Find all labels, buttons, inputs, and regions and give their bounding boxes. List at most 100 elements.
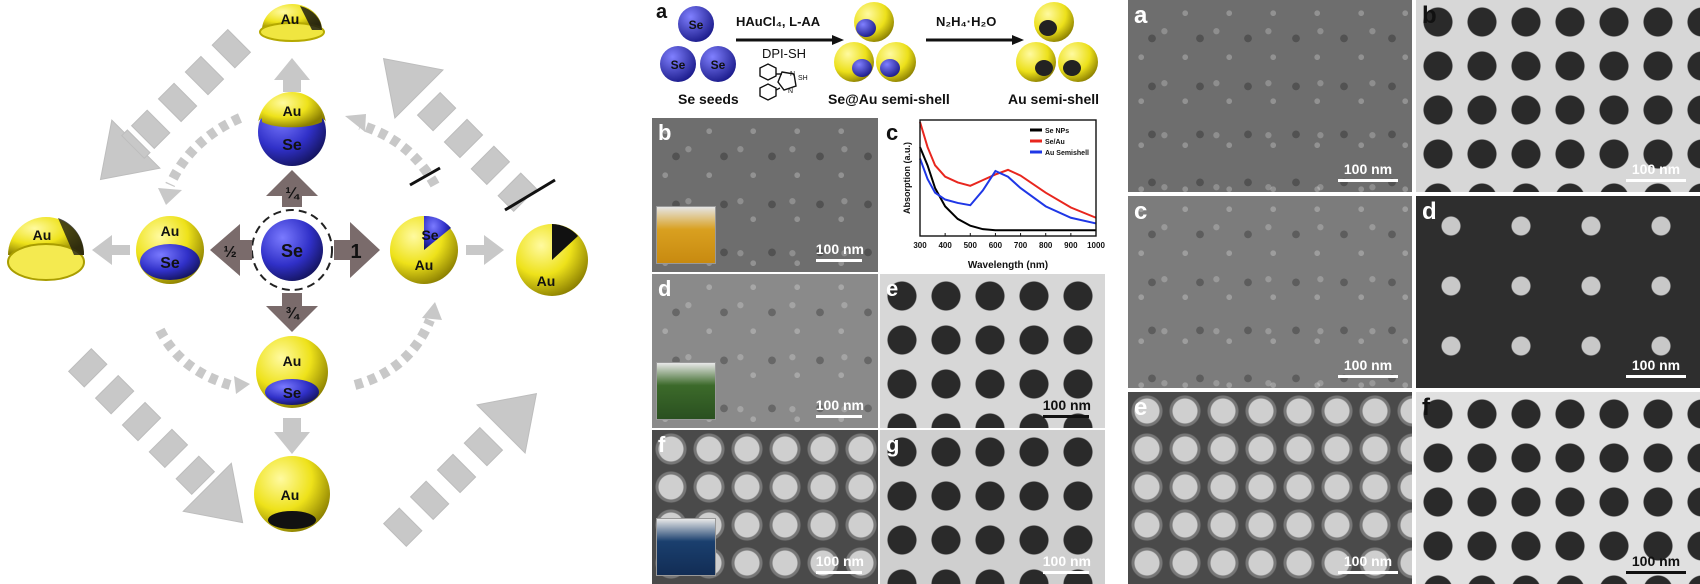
right-tem-panel-f: f 100 nm: [1416, 392, 1700, 584]
top-cap-au-label: Au: [283, 103, 302, 119]
panel-g-letter: g: [886, 432, 900, 457]
right-scalebar-a-label: 100 nm: [1343, 161, 1393, 177]
seed-se-label-3: Se: [711, 58, 726, 72]
scalebar-g-label: 100 nm: [1042, 553, 1091, 569]
panel-a-letter: a: [656, 1, 668, 23]
sem-panel-f: f 100 nm: [652, 430, 878, 584]
right-au-label: Au: [415, 257, 434, 273]
au-semishell-group: [1016, 2, 1098, 82]
frac-one-label: 1: [350, 241, 361, 263]
stage3-label: Au semi-shell: [1008, 91, 1099, 107]
seed-se-label-2: Se: [671, 58, 686, 72]
scalebar-f: 100 nm: [815, 553, 864, 574]
panel-b-letter: b: [658, 120, 672, 145]
x-tick-label-1: 400: [938, 241, 952, 250]
right-sem-panel-c: c 100 nm: [1128, 196, 1412, 388]
right-se-label: Se: [421, 227, 438, 243]
stage1-label: Se seeds: [678, 91, 739, 107]
right-scalebar-c-label: 100 nm: [1343, 357, 1393, 373]
right-scalebar-b: 100 nm: [1626, 161, 1686, 182]
dpi-sh-structure: [759, 63, 797, 101]
right-scalebar-a: 100 nm: [1338, 161, 1398, 182]
inner-dashed-arrows: [155, 113, 440, 390]
right-scalebar-f-label: 100 nm: [1631, 553, 1681, 569]
right-scalebar-c: 100 nm: [1338, 357, 1398, 378]
sem-panel-b: b 100 nm: [652, 118, 878, 272]
left-se-label: Se: [160, 255, 180, 272]
top-cap-label: Au: [281, 11, 300, 27]
legend-label-2: Au Semishell: [1045, 150, 1089, 157]
scalebar-g: 100 nm: [1042, 553, 1091, 574]
frac-quarter-label: ¼: [285, 185, 300, 202]
right-panel-b-letter: b: [1422, 2, 1437, 29]
panel-e-letter: e: [886, 276, 899, 301]
nh-label-1: N: [790, 71, 795, 78]
scalebar-d-label: 100 nm: [815, 397, 864, 413]
panel-c-letter: c: [886, 120, 899, 145]
right-scalebar-d: 100 nm: [1626, 357, 1686, 378]
absorption-chart-panel: c 300 400 500 600 700 800 900 1000 Wavelength (…: [880, 118, 1105, 272]
scalebar-d: 100 nm: [815, 397, 864, 418]
x-tick-label-5: 800: [1039, 241, 1053, 250]
stage2-label: Se@Au semi-shell: [828, 91, 950, 107]
right-sem-panel-a: a 100 nm: [1128, 0, 1412, 192]
scalebar-b: 100 nm: [815, 241, 864, 262]
scalebar-f-label: 100 nm: [815, 553, 864, 569]
series-line-1: [919, 121, 1097, 219]
scalebar-e: 100 nm: [1042, 397, 1091, 418]
right-panel-a-letter: a: [1134, 2, 1148, 29]
bottom-se-label: Se: [283, 385, 301, 402]
tem-panel-e: e 100 nm: [880, 274, 1105, 428]
x-tick-label-7: 1000: [1087, 241, 1105, 250]
right-tem-panel-b: b 100 nm: [1416, 0, 1700, 192]
seed-se-label-1: Se: [689, 18, 704, 32]
series-line-0: [919, 146, 1096, 232]
right-scalebar-e: 100 nm: [1338, 553, 1398, 574]
right-sem-panel-d: d 100 nm: [1416, 196, 1700, 388]
synthesis-schematic: Se ¼ ¾ ½ 1 Au Se Au Au Se Au Au Se Au: [7, 4, 588, 548]
scalebar-e-label: 100 nm: [1042, 397, 1091, 413]
center-dashed-ring: [251, 209, 333, 291]
reaction-scheme-panel: a Se Se Se HAuCl₄, L-AA DPI-SH SH N N N₂…: [656, 1, 1099, 107]
x-tick-label-2: 500: [964, 241, 978, 250]
series-line-2: [919, 158, 1097, 225]
tem-panel-g: g 100 nm: [880, 430, 1105, 584]
stage-arrows: [92, 58, 504, 454]
right-scalebar-f: 100 nm: [1626, 553, 1686, 574]
absorption-chart: 300 400 500 600 700 800 900 1000 Wavelength (nm…: [902, 119, 1105, 271]
bottom-shell-au-label: Au: [281, 487, 300, 503]
right-panel-f-letter: f: [1422, 394, 1430, 421]
right-panel-d-letter: d: [1422, 198, 1437, 225]
center-se-sphere: [261, 219, 323, 281]
dashed-arrow-top-left: [99, 28, 252, 181]
chart-xlabel: Wavelength (nm): [968, 260, 1048, 271]
x-tick-label-6: 900: [1064, 241, 1078, 250]
far-left-au-label: Au: [33, 227, 52, 243]
sh-label: SH: [798, 75, 808, 82]
se-au-semishell-group: [834, 2, 916, 82]
x-tick-label-0: 300: [913, 241, 927, 250]
bottom-au-label: Au: [283, 353, 302, 369]
panel-d-letter: d: [658, 276, 672, 301]
far-right-au-label: Au: [537, 273, 556, 289]
dashed-arrow-top-right: [382, 57, 556, 213]
sem-panel-d: d 100 nm: [652, 274, 878, 428]
center-se-label: Se: [281, 241, 303, 261]
frac-three-quarter-label: ¾: [285, 305, 300, 322]
reagents-bottom-label: DPI-SH: [762, 46, 806, 61]
legend-label-1: Se/Au: [1045, 139, 1065, 146]
reagents-top-label: HAuCl₄, L-AA: [736, 14, 821, 29]
right-scalebar-e-label: 100 nm: [1343, 553, 1393, 569]
panel-f-letter: f: [658, 432, 666, 457]
dashed-arrow-bottom-right: [382, 392, 538, 548]
vial-blue: [656, 518, 716, 576]
vial-orange: [656, 206, 716, 264]
fraction-arrows: [210, 170, 380, 332]
hydrazine-label: N₂H₄·H₂O: [936, 14, 996, 29]
se-seeds-group: Se Se Se: [660, 6, 736, 82]
inner-arrow-heads: [158, 114, 442, 394]
frac-half-label: ½: [223, 244, 236, 261]
right-panel-c-letter: c: [1134, 198, 1148, 225]
right-sem-panel-e: e 100 nm: [1128, 392, 1412, 584]
x-tick-label-4: 700: [1014, 241, 1028, 250]
